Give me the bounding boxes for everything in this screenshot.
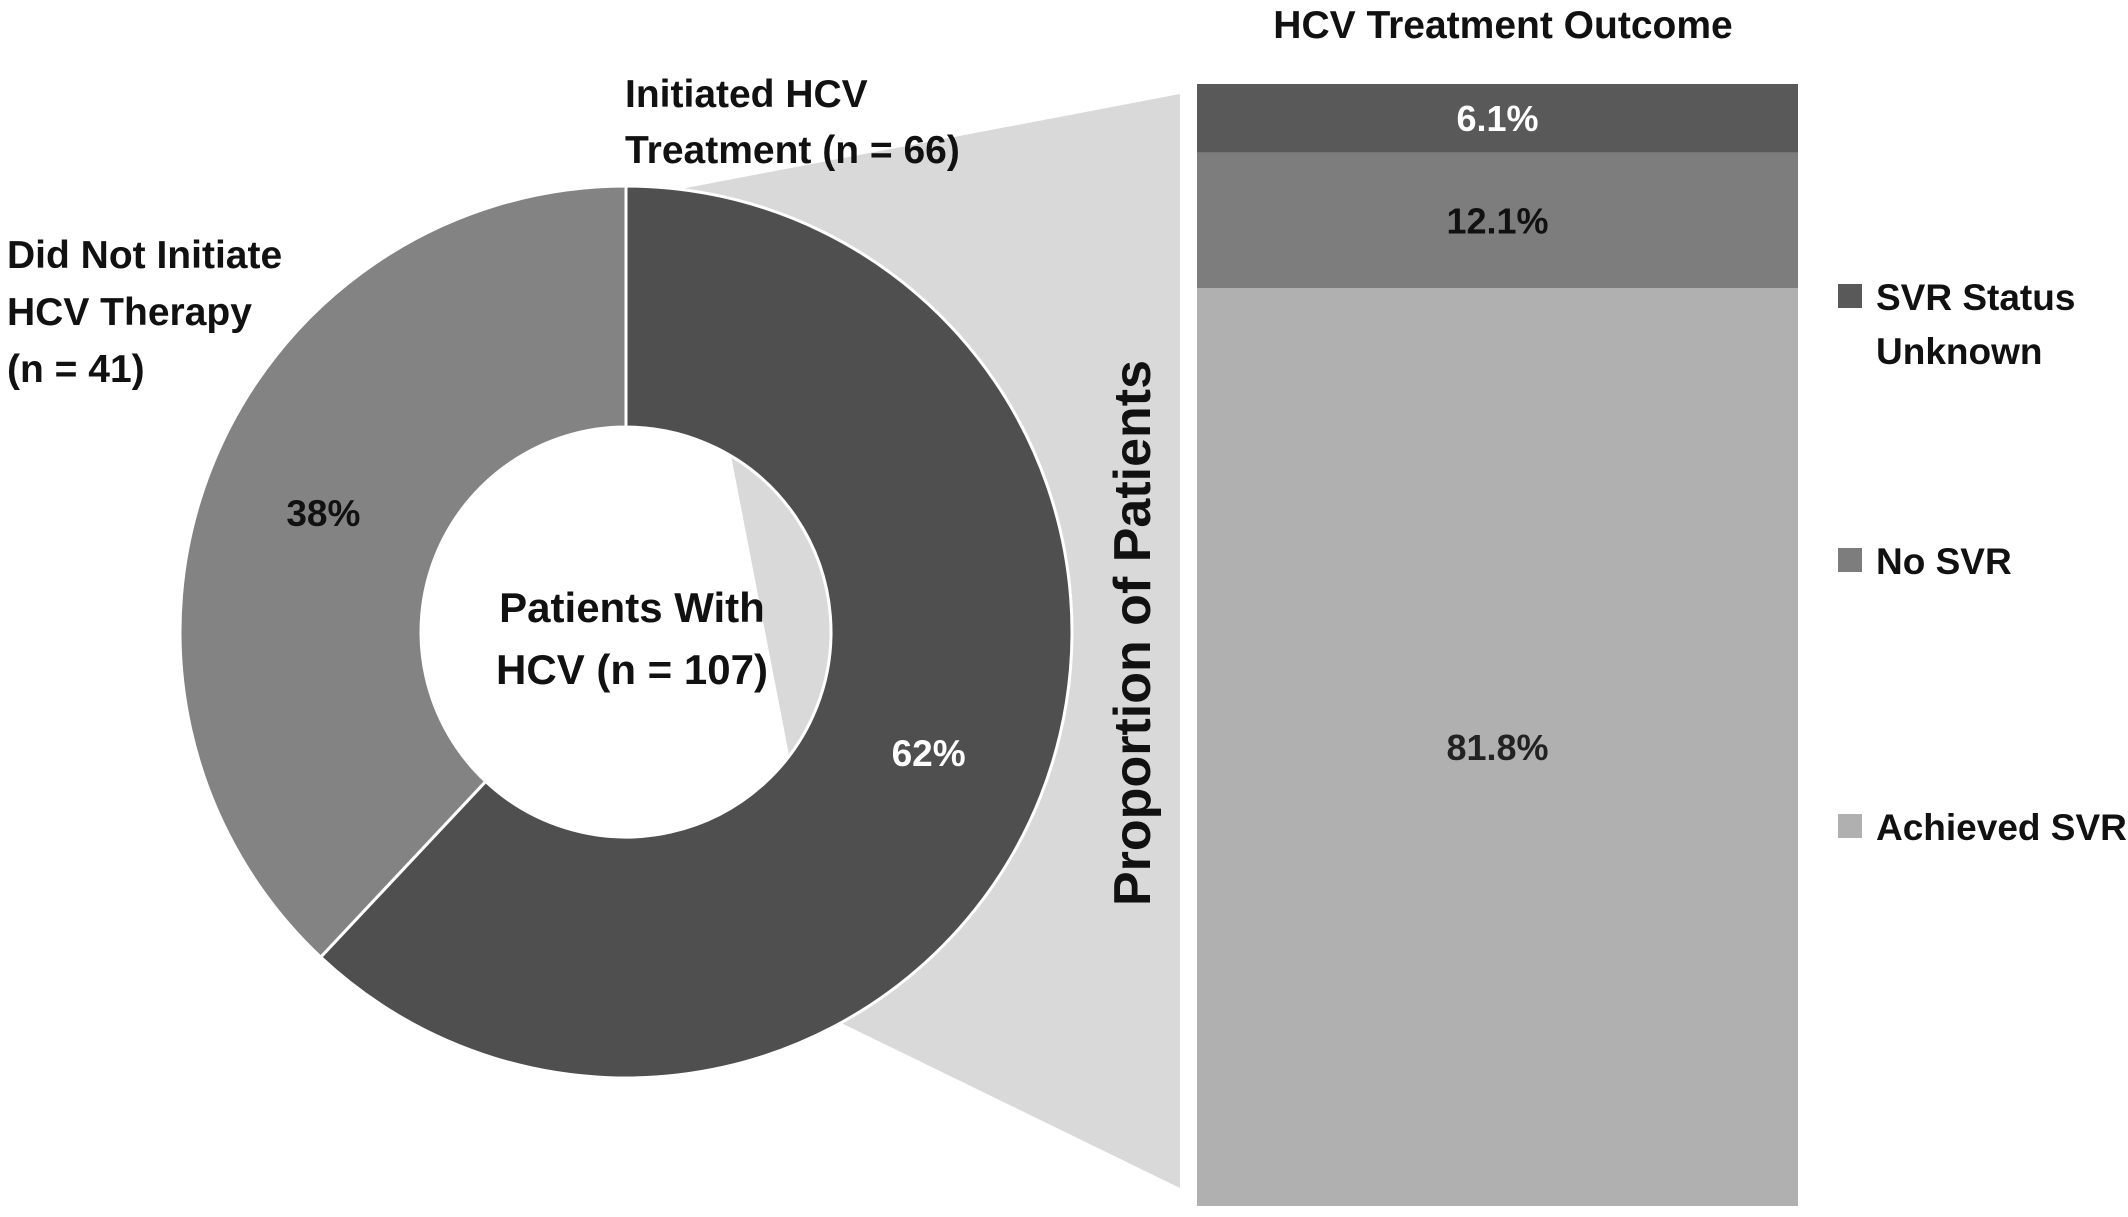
bar-value-label-achieved_svr: 81.8%	[1446, 727, 1548, 768]
legend-swatch-no_svr	[1838, 548, 1862, 572]
donut-center-label: Patients With HCV (n = 107)	[496, 584, 768, 693]
bar-segment-no_svr	[1197, 152, 1798, 289]
legend-swatch-svr_unknown	[1838, 284, 1862, 308]
legend-swatch-achieved_svr	[1838, 814, 1862, 838]
bar-value-label-svr_unknown: 6.1%	[1456, 98, 1538, 139]
donut-value-label-initiated: 62%	[892, 733, 966, 774]
donut-slice-not_initiated	[178, 184, 628, 960]
donut-chart: 62% Initiated HCV Treatment (n = 66) 38% Did…	[7, 73, 1074, 1080]
bar-segment-svr_unknown	[1197, 84, 1798, 153]
legend-label-no_svr: No SVR	[1876, 541, 2012, 582]
legend-label-svr_unknown: SVR Status Unknown	[1876, 277, 2075, 372]
legend-label-achieved_svr: Achieved SVR	[1876, 807, 2127, 848]
y-axis-label: Proportion of Patients	[1104, 360, 1162, 906]
donut-value-label-not_initiated: 38%	[286, 493, 360, 534]
legend: SVR Status Unknown No SVR Achieved SVR	[1838, 277, 2127, 848]
bar-segment-achieved_svr	[1197, 288, 1798, 1207]
donut-category-label-not_initiated: Did Not Initiate HCV Therapy (n = 41)	[7, 234, 282, 391]
stacked-bar-chart: 81.8% 12.1% 6.1%	[1197, 84, 1798, 1207]
bar-value-label-no_svr: 12.1%	[1446, 200, 1548, 241]
bar-chart-title: HCV Treatment Outcome	[1273, 4, 1732, 47]
donut-slice-initiated	[318, 184, 1074, 1080]
donut-category-label-initiated: Initiated HCV Treatment (n = 66)	[625, 73, 960, 172]
